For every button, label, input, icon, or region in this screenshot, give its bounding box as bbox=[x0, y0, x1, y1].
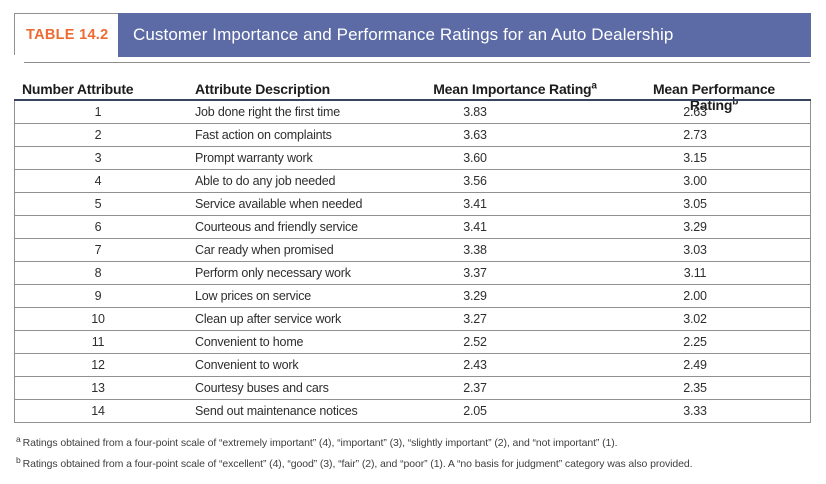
column-header-mean-importance-rating: Mean Importance Ratinga bbox=[395, 81, 635, 113]
row-description-cell: Clean up after service work bbox=[195, 312, 342, 326]
row-number-cell: 12 bbox=[91, 358, 105, 372]
table-row: 11 Convenient to home 2.52 2.25 bbox=[15, 331, 810, 354]
row-performance-cell: 2.49 bbox=[683, 358, 707, 372]
row-description-cell: Service available when needed bbox=[195, 197, 363, 211]
column-header-sup: a bbox=[591, 80, 597, 92]
table-row: 8 Perform only necessary work 3.37 3.11 bbox=[15, 262, 810, 285]
row-number-cell: 2 bbox=[94, 128, 102, 142]
table-title: Customer Importance and Performance Rati… bbox=[133, 25, 674, 44]
row-description-cell: Send out maintenance notices bbox=[195, 404, 358, 418]
row-performance-cell: 2.73 bbox=[683, 128, 707, 142]
row-performance-cell: 2.25 bbox=[683, 335, 707, 349]
footnote-a: a Ratings obtained from a four-point scal… bbox=[16, 433, 692, 450]
table-number-label: TABLE 14.2 bbox=[14, 13, 118, 55]
row-performance-cell: 2.00 bbox=[683, 289, 707, 303]
row-performance-cell: 2.35 bbox=[683, 381, 707, 395]
footnote-marker: a bbox=[16, 433, 21, 444]
table-row: 9 Low prices on service 3.29 2.00 bbox=[15, 285, 810, 308]
row-importance-cell: 2.52 bbox=[463, 335, 487, 349]
row-importance-cell: 3.29 bbox=[463, 289, 487, 303]
row-number-cell: 3 bbox=[94, 151, 102, 165]
row-performance-cell: 3.02 bbox=[683, 312, 707, 326]
row-number-cell: 8 bbox=[94, 266, 102, 280]
row-importance-cell: 3.37 bbox=[463, 266, 487, 280]
row-number-cell: 1 bbox=[94, 105, 102, 119]
row-performance-cell: 3.00 bbox=[683, 174, 707, 188]
row-number-cell: 4 bbox=[94, 174, 102, 188]
table-title-bar: Customer Importance and Performance Rati… bbox=[118, 13, 811, 57]
row-description-cell: Fast action on complaints bbox=[195, 128, 332, 142]
row-description-cell: Low prices on service bbox=[195, 289, 311, 303]
row-importance-cell: 2.05 bbox=[463, 404, 487, 418]
row-importance-cell: 3.38 bbox=[463, 243, 487, 257]
column-header-attribute-description: Attribute Description bbox=[180, 81, 395, 113]
row-description-cell: Prompt warranty work bbox=[195, 151, 313, 165]
table-row: 12 Convenient to work 2.43 2.49 bbox=[15, 354, 810, 377]
table-row: 7 Car ready when promised 3.38 3.03 bbox=[15, 239, 810, 262]
column-header-label: Number Attribute bbox=[22, 81, 134, 97]
row-importance-cell: 3.41 bbox=[463, 197, 487, 211]
row-description-cell: Convenient to work bbox=[195, 358, 299, 372]
row-number-cell: 6 bbox=[94, 220, 102, 234]
table-number-text: TABLE 14.2 bbox=[26, 26, 109, 43]
row-number-cell: 7 bbox=[94, 243, 102, 257]
column-header-label: Mean Performance Rating bbox=[652, 81, 776, 113]
table-row: 5 Service available when needed 3.41 3.05 bbox=[15, 193, 810, 216]
table-body: 1 Job done right the first time 3.83 2.63 2 F… bbox=[14, 101, 811, 423]
footnote-b: b Ratings obtained from a four-point scal… bbox=[16, 454, 693, 471]
row-importance-cell: 3.27 bbox=[463, 312, 487, 326]
row-importance-cell: 3.63 bbox=[463, 128, 487, 142]
column-header-label: Attribute Description bbox=[195, 81, 331, 97]
table-row: 3 Prompt warranty work 3.60 3.15 bbox=[15, 147, 810, 170]
column-headers-row: Number Attribute Attribute Description M… bbox=[14, 81, 811, 113]
row-number-cell: 9 bbox=[94, 289, 102, 303]
row-description-cell: Courteous and friendly service bbox=[195, 220, 358, 234]
row-performance-cell: 3.33 bbox=[683, 404, 707, 418]
row-importance-cell: 3.56 bbox=[463, 174, 487, 188]
row-description-cell: Able to do any job needed bbox=[195, 174, 336, 188]
header-rule bbox=[24, 62, 810, 63]
row-description-cell: Car ready when promised bbox=[195, 243, 334, 257]
row-description-cell: Convenient to home bbox=[195, 335, 304, 349]
header-divider-line bbox=[14, 99, 811, 101]
column-header-sup: b bbox=[732, 96, 739, 108]
row-number-cell: 11 bbox=[91, 335, 105, 349]
row-performance-cell: 3.29 bbox=[683, 220, 707, 234]
row-importance-cell: 2.43 bbox=[463, 358, 487, 372]
row-importance-cell: 3.60 bbox=[463, 151, 487, 165]
table-row: 4 Able to do any job needed 3.56 3.00 bbox=[15, 170, 810, 193]
row-importance-cell: 3.41 bbox=[463, 220, 487, 234]
table-row: 10 Clean up after service work 3.27 3.02 bbox=[15, 308, 810, 331]
footnote-text: Ratings obtained from a four-point scale… bbox=[22, 458, 693, 470]
table-row: 14 Send out maintenance notices 2.05 3.33 bbox=[15, 400, 810, 423]
row-performance-cell: 3.03 bbox=[683, 243, 707, 257]
footnote-text: Ratings obtained from a four-point scale… bbox=[22, 437, 618, 449]
column-header-label: Mean Importance Rating bbox=[433, 81, 592, 97]
column-header-mean-performance-rating: Mean Performance Ratingb bbox=[635, 81, 811, 113]
row-performance-cell: 3.05 bbox=[683, 197, 707, 211]
row-importance-cell: 3.83 bbox=[463, 105, 487, 119]
table-row: 1 Job done right the first time 3.83 2.63 bbox=[15, 101, 810, 124]
table-row: 2 Fast action on complaints 3.63 2.73 bbox=[15, 124, 810, 147]
row-number-cell: 5 bbox=[94, 197, 102, 211]
row-description-cell: Courtesy buses and cars bbox=[195, 381, 329, 395]
table-row: 13 Courtesy buses and cars 2.37 2.35 bbox=[15, 377, 810, 400]
row-number-cell: 10 bbox=[91, 312, 105, 326]
column-header-number-attribute: Number Attribute bbox=[14, 81, 180, 113]
row-description-cell: Job done right the first time bbox=[195, 105, 340, 119]
footnotes: a Ratings obtained from a four-point scal… bbox=[16, 433, 693, 479]
row-performance-cell: 2.63 bbox=[683, 105, 707, 119]
row-number-cell: 14 bbox=[91, 404, 105, 418]
row-description-cell: Perform only necessary work bbox=[195, 266, 351, 280]
table-header-band: TABLE 14.2 Customer Importance and Perfo… bbox=[14, 13, 811, 57]
row-number-cell: 13 bbox=[91, 381, 105, 395]
row-performance-cell: 3.11 bbox=[683, 266, 707, 280]
row-importance-cell: 2.37 bbox=[463, 381, 487, 395]
row-performance-cell: 3.15 bbox=[683, 151, 707, 165]
table-row: 6 Courteous and friendly service 3.41 3.29 bbox=[15, 216, 810, 239]
footnote-marker: b bbox=[16, 454, 21, 465]
